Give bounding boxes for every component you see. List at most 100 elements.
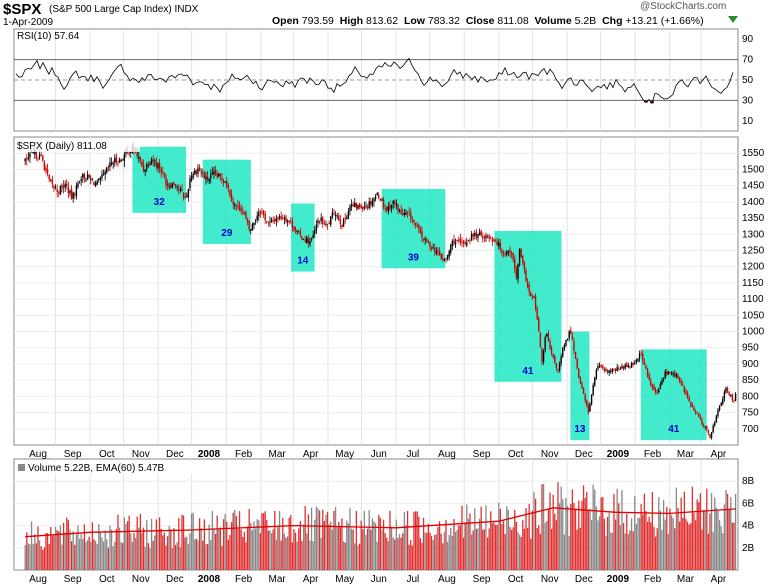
candle-body [602, 365, 604, 369]
volume-bar [731, 522, 734, 570]
volume-bar [619, 525, 622, 570]
volume-bar [29, 544, 31, 570]
candle-body [250, 229, 252, 231]
volume-bar [650, 522, 652, 570]
candle-body [517, 264, 519, 280]
candle-body [197, 168, 199, 174]
chart-header: $SPX (S&P 500 Large Cap Index) INDX 1-Ap… [0, 0, 780, 28]
volume-bar [515, 521, 518, 570]
candle-body [656, 392, 658, 394]
candle-body [499, 243, 502, 250]
candle-body [186, 195, 188, 198]
volume-bar [627, 534, 630, 570]
candle-body [592, 385, 594, 395]
volume-bar [446, 541, 449, 570]
volume-bar [106, 539, 108, 570]
volume-bar [698, 502, 700, 570]
price-tick-label: 1450 [742, 181, 765, 192]
volume-bar [376, 541, 378, 570]
candle-body [294, 228, 297, 231]
candle-body [53, 185, 55, 189]
volume-bar [589, 508, 591, 570]
candle-body [147, 164, 150, 166]
candle-body [453, 239, 455, 244]
volume-bar [374, 523, 377, 570]
volume-bar [528, 504, 530, 570]
volume-bar [691, 486, 694, 570]
candle-body [83, 174, 86, 180]
volume-bar [166, 536, 169, 570]
volume-bar [427, 523, 430, 570]
volume-bar [550, 528, 553, 570]
volume-bar [94, 540, 97, 570]
volume-bar [493, 522, 495, 570]
volume-bar [232, 512, 234, 570]
volume-bar [397, 537, 399, 570]
volume-bar [512, 527, 514, 570]
candle-body [581, 382, 583, 389]
volume-bar [576, 529, 578, 570]
price-x-tick-label: Nov [132, 449, 150, 460]
price-tick-label: 1500 [742, 164, 765, 175]
candle-body [670, 373, 673, 375]
volume-bar [186, 536, 188, 570]
volume-bar [187, 544, 190, 570]
candle-body [323, 223, 326, 225]
candle-body [373, 198, 375, 202]
price-tick-label: 1200 [742, 262, 765, 273]
volume-bar [701, 529, 703, 570]
correction-highlight-box [132, 146, 187, 213]
volume-bar [563, 534, 566, 570]
volume-bar [416, 511, 418, 570]
volume-bar [229, 534, 231, 570]
candle-body [579, 377, 582, 384]
volume-bar [307, 514, 310, 570]
volume-bar [334, 507, 337, 570]
volume-bar [250, 522, 252, 570]
volume-bar [266, 519, 268, 570]
candle-body [120, 160, 122, 162]
volume-bar [224, 513, 226, 570]
candle-body [398, 209, 401, 211]
volume-bar [325, 515, 327, 570]
price-x-tick-label: Jun [371, 449, 387, 460]
candle-body [298, 231, 300, 233]
candle-body [238, 205, 241, 210]
candle-body [429, 241, 431, 248]
candle-body [696, 413, 698, 414]
candle-body [686, 392, 689, 398]
volume-bar [163, 532, 166, 570]
candle-body [454, 241, 457, 245]
candle-body [50, 178, 52, 182]
candle-body [541, 348, 543, 362]
volume-bar [680, 497, 682, 570]
volume-bar [210, 539, 212, 570]
candle-body [288, 220, 290, 223]
candle-body [346, 217, 348, 219]
candle-body [493, 239, 495, 242]
candle-body [176, 187, 178, 188]
volume-bar [450, 528, 452, 570]
volume-bar [418, 516, 420, 570]
candle-body [278, 216, 281, 219]
candle-body [256, 215, 258, 221]
volume-bar [728, 509, 730, 570]
volume-bar [253, 521, 255, 570]
candle-body [309, 240, 311, 245]
volume-bar [34, 534, 36, 570]
candle-body [488, 235, 490, 239]
volume-bar [282, 517, 284, 570]
volume-bar [154, 535, 156, 570]
candle-body [195, 170, 198, 174]
close-label: Close [465, 15, 495, 27]
volume-bar [509, 527, 511, 570]
candle-body [608, 370, 610, 373]
candle-body [42, 155, 44, 161]
volume-bar [510, 529, 513, 570]
volume-bar [419, 538, 422, 570]
candle-body [58, 192, 60, 194]
candle-body [706, 426, 708, 430]
candle-body [576, 358, 578, 369]
candle-body [208, 178, 210, 182]
volume-x-tick-label: Jun [371, 574, 387, 585]
